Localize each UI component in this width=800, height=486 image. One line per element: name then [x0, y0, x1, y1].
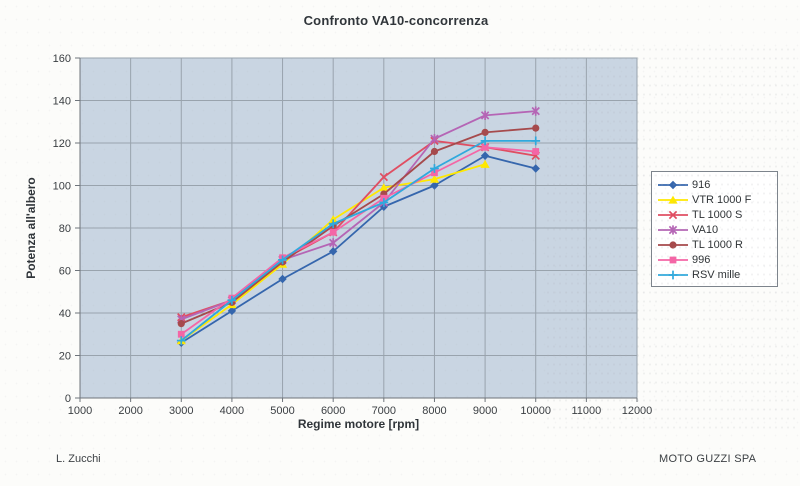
circle-marker-icon	[658, 240, 688, 249]
series-line-rsv-mille	[180, 139, 536, 342]
y-axis-label: Potenza all'albero	[24, 177, 38, 279]
tick-labels: 1000 2000 3000 4000 5000 6000 7000 8000 9000 1000…	[53, 53, 653, 417]
circle-marker	[669, 240, 677, 249]
x-marker	[379, 172, 389, 182]
x-marker-icon	[658, 210, 688, 219]
author-text: L. Zucchi	[56, 453, 101, 465]
chart-title: Confronto VA10-concorrenza	[303, 13, 489, 28]
square-marker-icon	[658, 256, 688, 263]
legend-item-vtr-1000-f: VTR 1000 F	[657, 192, 772, 207]
y-tick-label: 20	[59, 351, 71, 363]
series-line-916	[180, 154, 536, 344]
legend-label: RSV mille	[692, 268, 741, 281]
plus-marker	[531, 136, 541, 146]
square-marker	[177, 330, 185, 338]
x-tick-label: 12000	[622, 405, 653, 417]
series-group	[176, 106, 541, 347]
series-line-996	[180, 146, 536, 335]
star-marker	[480, 110, 490, 120]
diamond-marker	[430, 181, 439, 190]
plus-marker	[379, 198, 389, 207]
triangle-marker	[480, 159, 490, 168]
x-tick-label: 10000	[520, 405, 551, 417]
x-tick-label: 1000	[68, 405, 92, 417]
y-tick-label: 120	[53, 138, 71, 150]
legend-item-916: 916	[657, 177, 772, 192]
x-tick-label: 3000	[169, 405, 193, 417]
plus-marker	[480, 136, 490, 146]
diamond-marker	[227, 306, 237, 316]
x-tick-label: 9000	[473, 405, 497, 417]
legend-item-996: 996	[657, 252, 772, 267]
series-line-tl-1000-r	[180, 127, 536, 325]
plus-marker	[668, 270, 678, 279]
diamond-marker	[668, 180, 678, 189]
legend-item-va10: VA10	[657, 222, 772, 237]
circle-marker	[481, 128, 489, 136]
y-tick-label: 160	[53, 53, 71, 65]
triangle-marker	[429, 174, 440, 183]
y-tick-label: 0	[65, 393, 71, 405]
triangle-marker	[668, 195, 678, 204]
legend-label: VTR 1000 F	[692, 193, 752, 206]
square-marker	[329, 228, 337, 236]
plus-marker	[278, 255, 287, 265]
plus-marker	[176, 336, 186, 346]
y-tick-label: 60	[59, 266, 71, 278]
triangle-marker	[379, 183, 389, 192]
x-tick-label: 7000	[372, 405, 396, 417]
y-tick-label: 40	[59, 308, 71, 320]
x-axis-label: Regime motore [rpm]	[297, 417, 420, 431]
triangle-marker-icon	[658, 195, 688, 204]
triangle-marker	[328, 215, 338, 224]
circle-marker	[532, 124, 540, 132]
star-marker	[328, 238, 338, 248]
x-marker	[668, 210, 678, 219]
x-tick-label: 8000	[422, 405, 446, 417]
square-marker	[532, 148, 540, 155]
star-marker	[531, 106, 540, 116]
y-tick-label: 80	[59, 223, 71, 235]
diamond-marker	[531, 164, 540, 173]
x-tick-label: 2000	[118, 405, 142, 417]
plus-marker-icon	[658, 270, 688, 279]
diamond-marker-icon	[658, 180, 688, 189]
diamond-marker	[480, 151, 490, 160]
circle-marker	[177, 320, 185, 328]
chart-legend: 916 VTR 1000 F TL 1000 S VA10 TL 1000 R 996 RS…	[651, 171, 778, 287]
legend-label: TL 1000 S	[692, 208, 743, 221]
x-tick-label: 5000	[270, 405, 294, 417]
gridlines	[80, 57, 638, 398]
legend-item-tl-1000-r: TL 1000 R	[657, 237, 772, 252]
x-tick-label: 11000	[571, 405, 601, 417]
diamond-marker	[328, 247, 338, 256]
square-marker	[481, 143, 489, 151]
star-marker-icon	[658, 224, 688, 235]
company-text: MOTO GUZZI SPA	[659, 453, 757, 465]
legend-label: 996	[692, 253, 711, 266]
plus-marker	[430, 164, 439, 173]
legend-item-rsv-mille: RSV mille	[657, 267, 772, 282]
star-marker	[430, 134, 439, 144]
y-tick-label: 140	[53, 96, 71, 108]
star-marker	[668, 224, 678, 235]
plus-marker	[328, 219, 338, 229]
plus-marker	[227, 295, 237, 305]
legend-label: TL 1000 R	[692, 238, 743, 251]
legend-item-tl-1000-s: TL 1000 S	[657, 207, 772, 222]
x-tick-label: 6000	[321, 405, 345, 417]
axes	[75, 57, 638, 402]
legend-label: VA10	[692, 223, 719, 236]
y-tick-label: 100	[53, 181, 71, 193]
x-tick-label: 4000	[220, 405, 244, 417]
square-marker	[669, 256, 677, 263]
legend-label: 916	[692, 178, 711, 191]
diamond-marker	[278, 274, 287, 284]
circle-marker	[430, 147, 439, 156]
